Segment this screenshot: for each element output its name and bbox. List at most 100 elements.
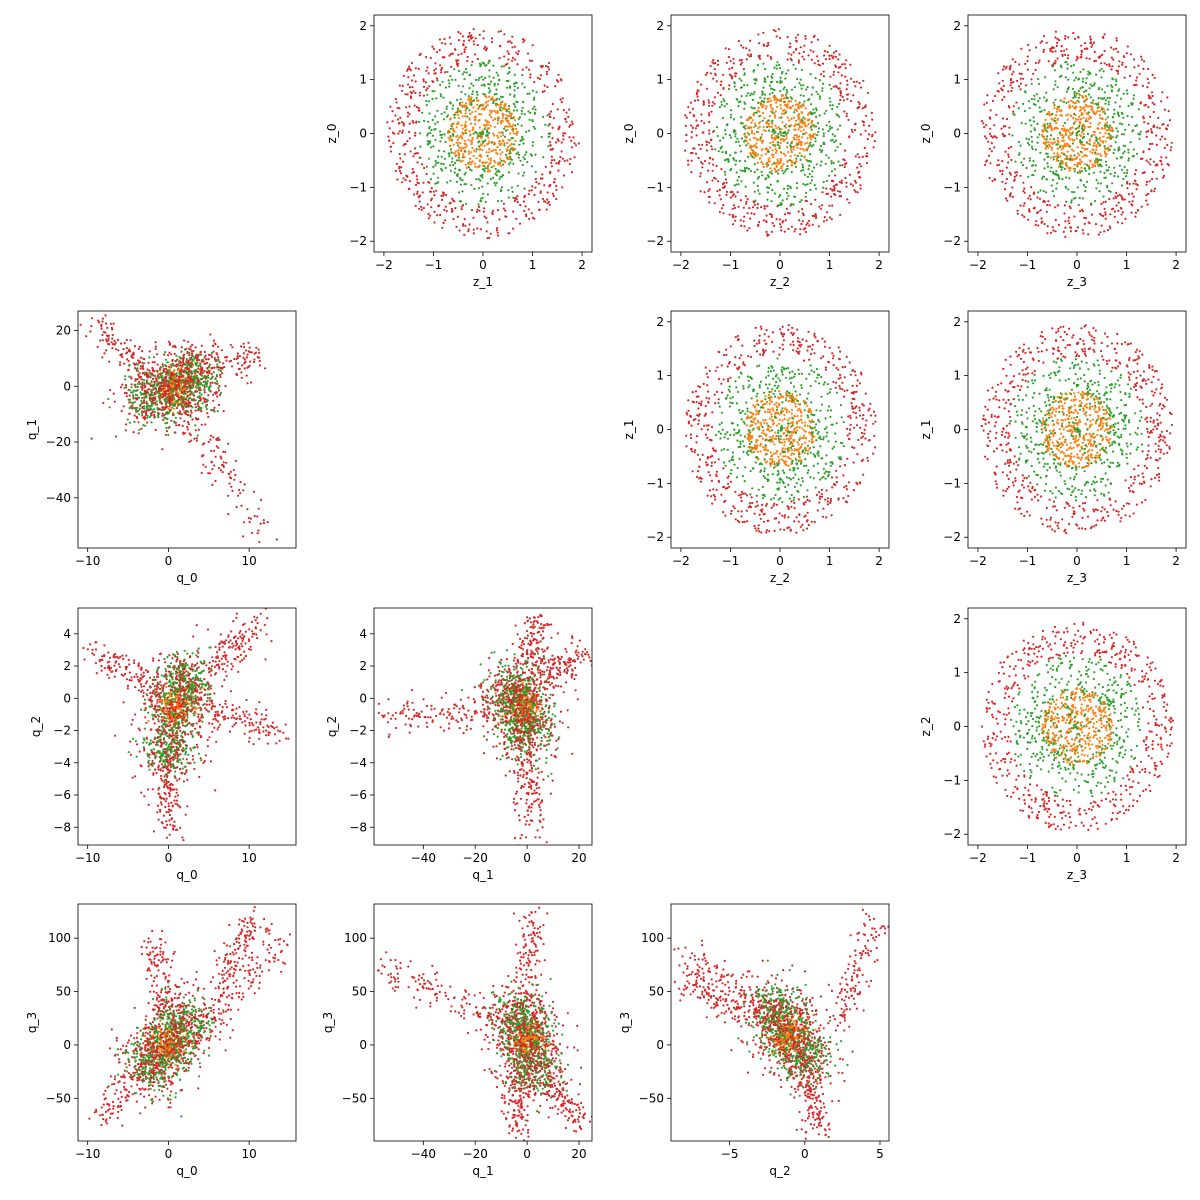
scatter-point: [799, 345, 802, 348]
scatter-point: [787, 212, 790, 215]
scatter-point: [778, 346, 781, 349]
scatter-point: [690, 437, 693, 440]
scatter-point: [1025, 84, 1028, 87]
scatter-point: [1012, 81, 1015, 84]
scatter-point: [796, 146, 799, 149]
scatter-point: [502, 202, 505, 205]
scatter-point: [825, 124, 828, 127]
scatter-point: [703, 159, 707, 163]
scatter-point: [825, 187, 828, 190]
scatter-point: [550, 161, 553, 164]
scatter-point: [391, 131, 394, 134]
scatter-point: [809, 345, 812, 348]
scatter-point: [1019, 88, 1022, 91]
scatter-point: [797, 210, 800, 213]
scatter-point: [837, 87, 840, 90]
scatter-point: [508, 71, 511, 74]
scatter-point: [1088, 222, 1091, 225]
scatter-point: [406, 67, 410, 71]
scatter-point: [455, 59, 458, 62]
scatter-point: [840, 195, 843, 198]
scatter-point: [1117, 209, 1120, 212]
scatter-point: [544, 165, 547, 168]
scatter-point: [422, 94, 425, 97]
scatter-point: [804, 195, 807, 198]
scatter-point: [778, 67, 782, 70]
scatter-point: [793, 111, 796, 114]
scatter-point: [767, 44, 770, 47]
scatter-point: [514, 105, 517, 108]
scatter-point: [1062, 230, 1065, 233]
scatter-point: [1076, 146, 1079, 149]
scatter-point: [428, 181, 431, 184]
scatter-point: [448, 54, 451, 57]
scatter-point: [485, 216, 488, 220]
scatter-point: [426, 134, 429, 137]
scatter-point: [756, 168, 759, 171]
scatter-point: [557, 139, 560, 142]
scatter-point: [1145, 183, 1148, 186]
scatter-point: [806, 511, 809, 514]
scatter-point: [997, 72, 1000, 75]
scatter-point: [516, 109, 519, 112]
scatter-point: [557, 73, 560, 76]
scatter-point: [1076, 99, 1079, 102]
scatter-point: [812, 143, 815, 146]
scatter-point: [1029, 198, 1032, 201]
scatter-point: [834, 174, 837, 177]
scatter-point: [406, 140, 409, 143]
scatter-point: [1041, 177, 1044, 180]
scatter-point: [1090, 105, 1093, 109]
scatter-point: [699, 480, 703, 483]
scatter-point: [409, 95, 413, 98]
scatter-point: [1084, 186, 1087, 189]
scatter-point: [549, 183, 552, 187]
scatter-point: [1075, 137, 1078, 140]
scatter-point: [395, 101, 398, 104]
scatter-point: [482, 192, 485, 195]
scatter-point: [1056, 127, 1059, 130]
scatter-point: [457, 108, 460, 112]
scatter-point: [832, 73, 835, 76]
scatter-point: [697, 395, 700, 398]
scatter-point: [724, 47, 727, 50]
scatter-point: [402, 177, 405, 180]
scatter-point: [1080, 140, 1083, 143]
scatter-point: [790, 161, 794, 164]
scatter-point: [434, 67, 438, 70]
scatter-point: [707, 99, 710, 102]
scatter-point: [539, 177, 543, 180]
scatter-point: [764, 383, 768, 386]
scatter-point: [457, 30, 460, 34]
x-axis-label: z_3: [1067, 275, 1087, 289]
scatter-point: [486, 165, 489, 168]
scatter-point: [1147, 161, 1150, 164]
scatter-point: [728, 73, 732, 76]
scatter-point: [1162, 174, 1166, 177]
scatter-point: [811, 112, 815, 115]
scatter-point: [722, 204, 725, 207]
scatter-point: [468, 87, 471, 90]
scatter-point: [772, 369, 775, 372]
scatter-point: [749, 169, 753, 173]
scatter-point: [804, 199, 807, 202]
scatter-point: [814, 198, 817, 201]
scatter-point: [1030, 82, 1033, 85]
scatter-point: [563, 159, 566, 162]
scatter-point: [838, 164, 842, 167]
scatter-point: [804, 514, 807, 517]
scatter-point: [441, 191, 445, 194]
scatter-point: [715, 80, 718, 83]
scatter-point: [415, 106, 419, 109]
scatter-point: [809, 384, 812, 388]
scatter-point: [514, 124, 517, 127]
scatter-point: [751, 152, 754, 155]
scatter-point: [1007, 155, 1010, 158]
scatter-point: [1104, 126, 1107, 130]
scatter-point: [479, 65, 482, 68]
scatter-point: [453, 171, 456, 174]
scatter-point: [731, 75, 734, 79]
scatter-point: [555, 162, 558, 165]
scatter-point: [1138, 72, 1141, 75]
scatter-point: [867, 409, 870, 412]
